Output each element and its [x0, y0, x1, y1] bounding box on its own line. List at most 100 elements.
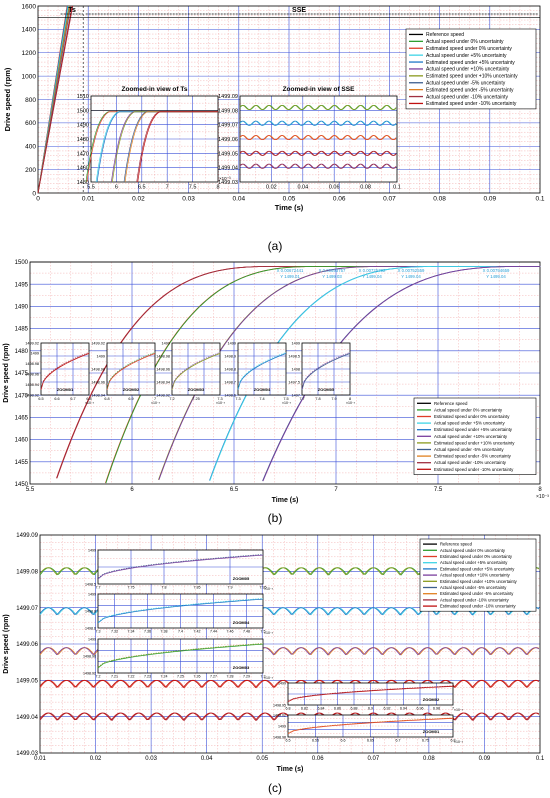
panel-c-zoom-curve — [97, 643, 264, 669]
panel-b-zoom-y-tick-label: 1498 — [292, 367, 300, 371]
panel-c-zoom-curve — [287, 685, 454, 703]
panel-c-zoom-x-tick-label: 6.82 — [301, 707, 308, 711]
panel-c-zoom-multiplier: ×10⁻³ — [264, 676, 274, 680]
panel-b-zoom-y-tick-label: 1498.92 — [156, 393, 170, 397]
panel-b-callout-y: Y 1499.01 — [280, 274, 300, 279]
panel-c-y-tick-label: 1499.07 — [16, 606, 38, 612]
panel-c-zoom-y-tick-label: 1498.92 — [83, 671, 96, 675]
panel-b-zoom-multiplier: ×10⁻³ — [85, 401, 95, 405]
panel-b-zoom-x-tick-label: 7.4 — [259, 397, 264, 401]
panel-b-zoom-y-tick-label: 1498.98 — [25, 362, 39, 366]
panel-b-zoom-x-tick-label: 7 — [154, 397, 156, 401]
panel-b-x-tick-label: 5.5 — [26, 487, 35, 493]
panel-c-y-tick-label: 1499.09 — [16, 533, 38, 539]
panel-c-zoom-curve — [287, 717, 454, 735]
panel-b-x-multiplier: ×10⁻³ — [536, 494, 549, 500]
panel-a-inset-sse-frame — [239, 95, 398, 183]
panel-b-callout-y: Y 1499.04 — [401, 274, 421, 279]
panel-b-x-tick-label: 8 — [538, 487, 542, 493]
panel-a-inset-ts-curve — [137, 111, 218, 183]
panel-a-legend-entry: Actual speed under 0% uncertainty — [426, 39, 504, 45]
panel-c-legend-entry: Actual speed under 0% uncertainty — [440, 548, 506, 553]
panel-a-y-tick-label: 1000 — [22, 73, 37, 80]
panel-a-ts-label: Ts — [68, 7, 76, 14]
panel-c-zoom-curve — [97, 598, 264, 623]
panel-b-zoom-y-tick-label: 1498.8 — [224, 367, 236, 371]
panel-b-legend-entry: Actual speed under +5% uncertainty — [434, 421, 505, 426]
panel-b-callout-y: Y 1499.04 — [362, 274, 382, 279]
panel-c-legend-entry: Actual speed under -10% uncertainty — [440, 597, 510, 602]
panel-c-zoom-x-tick-label: 6.55 — [312, 739, 319, 743]
panel-c-x-tick-label: 0.01 — [34, 756, 46, 762]
panel-c-zoom-label: ZOOM01 — [423, 729, 440, 734]
panel-b-y-tick-label: 1475 — [15, 371, 29, 377]
panel-b-legend-entry: Actual speed under -5% uncertainty — [434, 447, 504, 452]
panel-a-label: (a) — [268, 239, 283, 253]
panel-c-x-tick-label: 0.08 — [423, 756, 435, 762]
panel-b-zoom-frame — [106, 342, 156, 396]
panel-b-zoom-y-tick-label: 1498.9 — [224, 354, 236, 358]
panel-c-zoom-x-tick-label: 6.75 — [422, 739, 429, 743]
panel-c-zoom-x-tick-label: 6.8 — [451, 739, 456, 743]
panel-a-inset-ts-multiplier: ×10⁻³ — [219, 176, 231, 181]
panel-c-zoom-x-tick-label: 7.38 — [161, 630, 168, 634]
panel-b-zoom-x-tick-label: 6.8 — [104, 397, 109, 401]
panel-a-legend-entry: Actual speed under -5% uncertainty — [426, 81, 506, 87]
panel-c-y-tick-label: 1499.05 — [16, 678, 38, 684]
panel-a-inset-ts-x-tick-label: 5.5 — [87, 185, 95, 191]
panel-b-zoom-y-tick-label: 1497.5 — [288, 380, 300, 384]
panel-a-inset-ts-x-tick-label: 6 — [115, 185, 118, 191]
panel-a-x-tick-label: 0.06 — [333, 196, 346, 203]
panel-c-legend-entry: Reference speed — [440, 542, 473, 547]
panel-c-zoom-frame — [287, 682, 454, 706]
panel-b-zoom-frame — [237, 342, 287, 396]
panel-c-zoom-x-tick-label: 7.28 — [227, 675, 234, 679]
panel-b-zoom-multiplier: ×10⁻³ — [346, 401, 356, 405]
panel-c-x-tick-label: 0.07 — [367, 756, 379, 762]
panel-c-y-axis-title: Drive speed (rpm) — [3, 614, 10, 674]
panel-c-y-tick-label: 1499.06 — [16, 642, 38, 648]
panel-a-x-tick-label: 0.01 — [82, 196, 95, 203]
panel-c-zoom-x-tick-label: 6.94 — [400, 707, 407, 711]
panel-c-zoom-x-tick-label: 6.84 — [318, 707, 325, 711]
panel-a-x-tick-label: 0.07 — [383, 196, 396, 203]
panel-a-inset-sse-y-tick-label: 1499.09 — [218, 94, 238, 100]
panel-c-zoom-frame — [97, 549, 264, 585]
panel-b-zoom-label: ZOOM02 — [123, 387, 140, 392]
panel-b-callout-x: X 0.00725792 — [359, 268, 386, 273]
panel-b-zoom-x-tick-label: 7.2 — [169, 397, 174, 401]
panel-c-zoom-x-tick-label: 7.85 — [194, 586, 201, 590]
panel-a-inset-ts-y-tick-label: 1450 — [77, 180, 89, 186]
panel-c-y-tick-label: 1499.03 — [16, 751, 38, 757]
panel-c-zoom-x-tick-label: 7.24 — [161, 675, 168, 679]
panel-a-legend-entry: Estimated speed under +10% uncertainty — [426, 74, 518, 80]
panel-c-zoom-x-tick-label: 7.7 — [96, 586, 101, 590]
panel-a-inset-sse-curve — [239, 150, 397, 156]
panel-c-zoom-y-tick-label: 1499 — [88, 548, 96, 552]
panel-b-label: (b) — [268, 511, 283, 525]
panel-c-zoom-x-tick-label: 7.26 — [194, 675, 201, 679]
panel-c-zoom-multiplier: ×10⁻³ — [454, 740, 464, 744]
panel-b-zoom-x-tick-label: 7.5 — [283, 397, 288, 401]
panel-b-zoom-y-tick-label: 1499.02 — [25, 341, 39, 345]
panel-c-zoom-y-tick-label: 1499.02 — [273, 713, 286, 717]
panel-b-zoom-y-tick-label: 1499 — [292, 341, 300, 345]
panel-a-legend-entry: Estimated speed under +5% uncertainty — [426, 60, 515, 66]
panel-b-zoom-frame — [40, 342, 90, 396]
panel-c-zoom-x-tick-label: 7.48 — [243, 630, 250, 634]
panel-b-callout-x: X 0.00693757 — [319, 268, 346, 273]
panel-b-y-tick-label: 1455 — [15, 460, 29, 466]
panel-b-zoom-x-tick-label: 6.5 — [38, 397, 43, 401]
panel-b-callout-x: X 0.00752559 — [398, 268, 425, 273]
panel-c-zoom-frame — [287, 714, 454, 738]
panel-a-rise-line — [37, 5, 74, 194]
panel-c-zoom-x-tick-label: 7.75 — [128, 586, 135, 590]
panel-c-legend-entry: Estimated speed under -10% uncertainty — [440, 604, 517, 609]
panel-b-legend-entry: Actual speed under 0% uncertainty — [434, 407, 503, 412]
panel-c-x-tick-label: 0.1 — [536, 756, 545, 762]
panel-b-y-tick-label: 1460 — [15, 438, 29, 444]
panel-c-zoom-curve — [97, 643, 264, 668]
panel-c-zoom-x-tick-label: 7.23 — [144, 675, 151, 679]
panel-a-inset-sse-x-tick-label: 0.1 — [393, 185, 401, 191]
